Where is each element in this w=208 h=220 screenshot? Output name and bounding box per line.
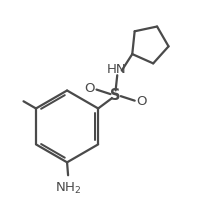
Text: O: O (136, 95, 147, 108)
Text: O: O (84, 82, 95, 95)
Text: HN: HN (106, 63, 126, 76)
Text: S: S (110, 88, 121, 103)
Text: NH$_2$: NH$_2$ (55, 181, 81, 196)
